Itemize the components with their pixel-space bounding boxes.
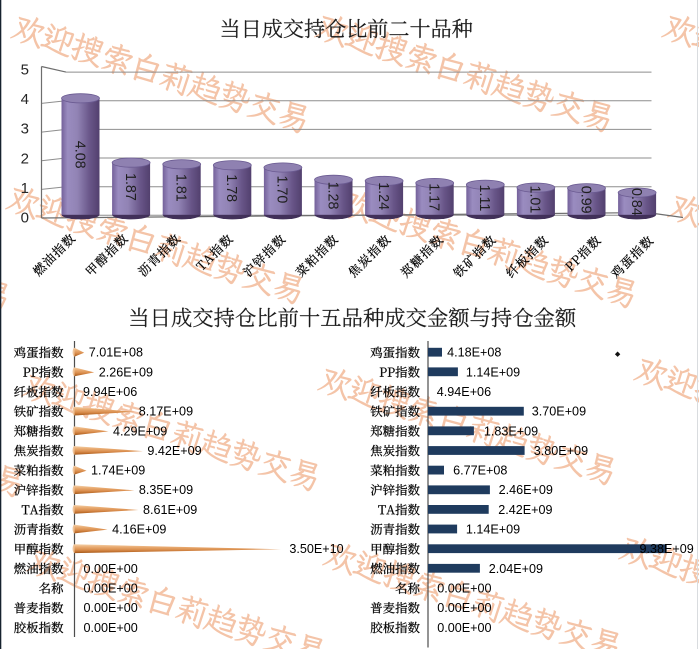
svg-text:4.08: 4.08	[71, 141, 87, 169]
svg-text:7.01E+08: 7.01E+08	[89, 346, 143, 360]
svg-text:1.81: 1.81	[173, 174, 189, 202]
svg-text:0.00E+00: 0.00E+00	[84, 582, 138, 596]
svg-text:1.28: 1.28	[324, 182, 340, 210]
svg-text:0.99: 0.99	[577, 186, 593, 214]
svg-text:1.01: 1.01	[527, 185, 543, 213]
svg-text:2.42E+09: 2.42E+09	[498, 503, 552, 517]
svg-text:1.14E+09: 1.14E+09	[466, 523, 520, 537]
svg-text:3.70E+09: 3.70E+09	[532, 405, 586, 419]
svg-text:8.35E+09: 8.35E+09	[139, 483, 193, 497]
svg-text:0.84: 0.84	[628, 188, 644, 216]
svg-text:2.26E+09: 2.26E+09	[99, 365, 153, 379]
svg-text:1.74E+09: 1.74E+09	[91, 464, 145, 478]
svg-text:0.00E+00: 0.00E+00	[437, 621, 491, 635]
svg-text:1.17: 1.17	[426, 183, 442, 211]
svg-text:0.00E+00: 0.00E+00	[84, 621, 138, 635]
svg-text:1.83E+09: 1.83E+09	[484, 424, 538, 438]
svg-text:9.94E+06: 9.94E+06	[83, 385, 137, 399]
svg-text:4.18E+08: 4.18E+08	[447, 346, 501, 360]
svg-text:1.87: 1.87	[122, 173, 138, 201]
svg-text:4.16E+09: 4.16E+09	[112, 523, 166, 537]
svg-text:0.00E+00: 0.00E+00	[84, 601, 138, 615]
svg-text:0.00E+00: 0.00E+00	[84, 562, 138, 576]
svg-text:1.70: 1.70	[274, 175, 290, 203]
svg-text:2.46E+09: 2.46E+09	[499, 483, 553, 497]
svg-text:1.11: 1.11	[476, 185, 492, 212]
svg-text:0.00E+00: 0.00E+00	[437, 582, 491, 596]
svg-text:8.61E+09: 8.61E+09	[143, 503, 197, 517]
svg-text:1.78: 1.78	[223, 174, 239, 202]
svg-text:4.94E+06: 4.94E+06	[437, 385, 491, 399]
svg-text:1.24: 1.24	[375, 182, 391, 210]
svg-text:0.00E+00: 0.00E+00	[437, 601, 491, 615]
svg-text:1: 1	[21, 180, 29, 197]
svg-text:2: 2	[21, 150, 29, 167]
svg-text:3.50E+10: 3.50E+10	[289, 542, 343, 556]
svg-text:8.17E+09: 8.17E+09	[139, 405, 193, 419]
svg-text:5: 5	[21, 62, 29, 79]
svg-text:1.14E+09: 1.14E+09	[466, 365, 520, 379]
svg-text:4: 4	[21, 91, 29, 108]
svg-text:9.38E+09: 9.38E+09	[640, 542, 694, 556]
svg-text:3: 3	[21, 121, 29, 138]
svg-text:9.42E+09: 9.42E+09	[147, 444, 201, 458]
svg-text:6.77E+08: 6.77E+08	[453, 464, 507, 478]
svg-text:4.29E+09: 4.29E+09	[113, 424, 167, 438]
svg-text:0: 0	[21, 210, 29, 227]
svg-text:2.04E+09: 2.04E+09	[489, 562, 543, 576]
svg-text:3.80E+09: 3.80E+09	[534, 444, 588, 458]
